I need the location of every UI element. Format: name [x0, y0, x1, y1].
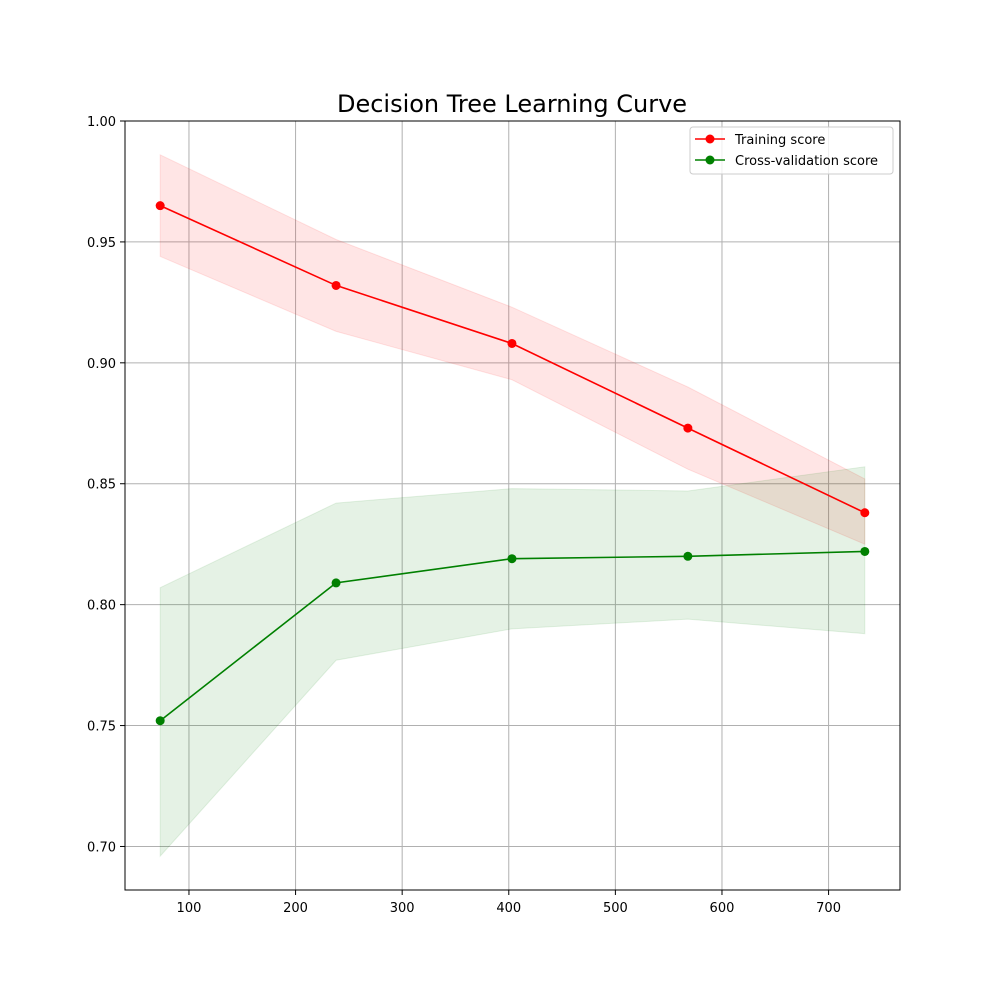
data-point-training — [155, 201, 165, 211]
data-point-training — [860, 508, 870, 518]
data-point-cross-validation — [683, 551, 693, 561]
legend-marker-cross-validation — [705, 155, 715, 165]
data-point-cross-validation — [860, 546, 870, 556]
confidence-bands — [159, 154, 866, 858]
data-point-training — [507, 338, 517, 348]
legend-label-cross-validation: Cross-validation score — [735, 154, 878, 169]
legend: Training score Cross-validation score — [689, 126, 894, 175]
data-point-cross-validation — [155, 716, 165, 726]
x-tick-label: 600 — [710, 901, 735, 916]
x-tick-label: 200 — [283, 901, 308, 916]
chart-title: Decision Tree Learning Curve — [337, 90, 687, 118]
legend-label-training: Training score — [734, 133, 825, 148]
series-points — [155, 201, 870, 726]
confidence-band-training — [159, 154, 866, 545]
y-tick-label: 0.85 — [87, 478, 116, 493]
data-point-training — [683, 423, 693, 433]
legend-box — [689, 126, 894, 175]
data-point-cross-validation — [331, 578, 341, 588]
x-tick-label: 400 — [496, 901, 521, 916]
confidence-band-cross-validation — [159, 466, 866, 858]
data-point-cross-validation — [507, 554, 517, 564]
y-tick-label: 0.70 — [87, 840, 116, 855]
x-tick-label: 300 — [390, 901, 415, 916]
x-tick-label: 100 — [177, 901, 202, 916]
x-tick-label: 700 — [816, 901, 841, 916]
x-tick-label: 500 — [603, 901, 628, 916]
y-tick-label: 0.80 — [87, 599, 116, 614]
y-tick-label: 0.95 — [87, 236, 116, 251]
data-point-training — [331, 280, 341, 290]
plot-area-frame — [124, 120, 901, 891]
y-axis: 0.70 0.75 0.80 0.85 0.90 0.95 1.00 — [87, 115, 125, 855]
y-tick-label: 0.90 — [87, 357, 116, 372]
x-axis: 100 200 300 400 500 600 700 — [177, 890, 841, 916]
y-tick-label: 1.00 — [87, 115, 116, 130]
y-tick-label: 0.75 — [87, 720, 116, 735]
legend-marker-training — [705, 134, 715, 144]
